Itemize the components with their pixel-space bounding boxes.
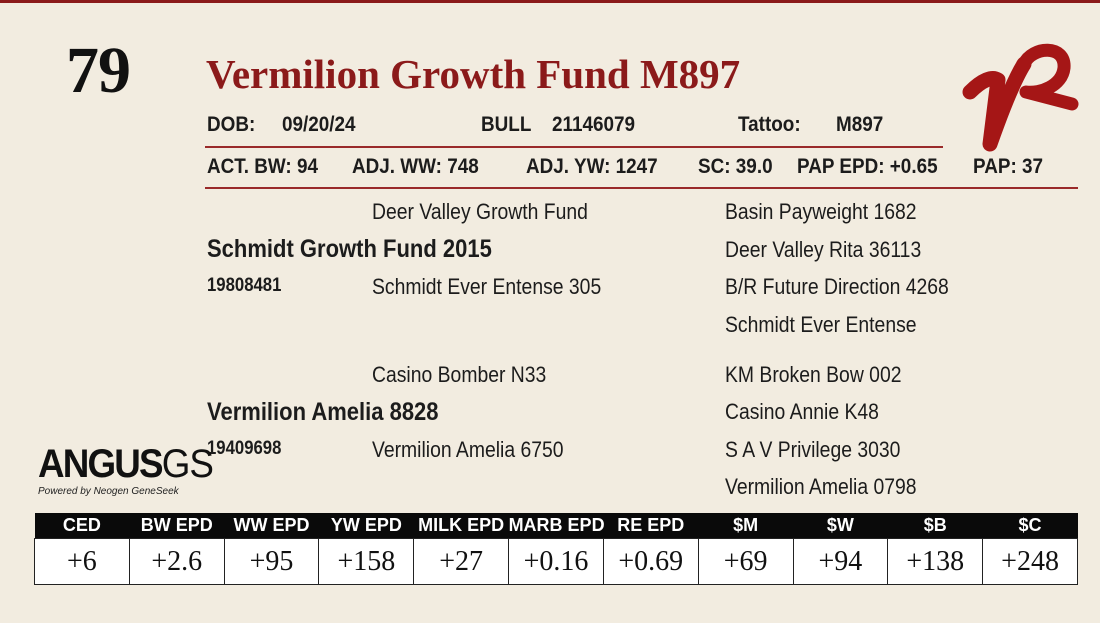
sire-ggp-1: Basin Payweight 1682 [725, 199, 917, 224]
epd-header: WW EPD [224, 513, 319, 539]
angus-gs-logo: ANGUSGS Powered by Neogen GeneSeek [38, 442, 214, 497]
epd-value: +6 [34, 538, 130, 585]
epd-header: MARB EPD [508, 513, 605, 539]
act-bw: ACT. BW: 94 [207, 155, 318, 178]
epd-header: $W [793, 513, 888, 539]
dob-value: 09/20/24 [282, 113, 356, 136]
epd-header: $C [982, 513, 1078, 539]
sire-ggp-2: Deer Valley Rita 36113 [725, 237, 922, 262]
stats-divider [205, 187, 1078, 189]
epd-value: +94 [792, 538, 889, 585]
epd-header: BW EPD [129, 513, 225, 539]
epd-header: $B [887, 513, 983, 539]
adj-yw: ADJ. YW: 1247 [526, 155, 658, 178]
sire-name: Schmidt Growth Fund 2015 [207, 235, 492, 263]
vr-brand-logo: VR [962, 43, 1079, 152]
sire-ggp-4: Schmidt Ever Entense [725, 312, 917, 337]
dam-ggp-4: Vermilion Amelia 0798 [725, 474, 917, 499]
pap: PAP: 37 [973, 155, 1044, 178]
sire-dam: Schmidt Ever Entense 305 [372, 274, 602, 299]
sire-ggp-3: B/R Future Direction 4268 [725, 274, 949, 299]
epd-header: MILK EPD [413, 513, 509, 539]
sire-sire: Deer Valley Growth Fund [372, 199, 588, 224]
epd-header: YW EPD [318, 513, 414, 539]
dam-dam: Vermilion Amelia 6750 [372, 437, 564, 462]
angus-gs-wordmark: ANGUSGS [38, 442, 214, 486]
sex-value: BULL [481, 113, 532, 136]
adj-ww: ADJ. WW: 748 [352, 155, 479, 178]
epd-value: +0.16 [508, 538, 604, 585]
tattoo-value: M897 [836, 113, 884, 136]
dam-ggp-3: S A V Privilege 3030 [725, 437, 901, 462]
angus-wordmark: ANGUS [38, 442, 164, 486]
animal-name: Vermilion Growth Fund M897 [206, 51, 741, 97]
gs-wordmark: GS [161, 442, 214, 486]
epd-value: +27 [413, 538, 510, 585]
dam-ggp-1: KM Broken Bow 002 [725, 362, 902, 387]
sire-registration: 19808481 [207, 275, 282, 296]
epd-value: +69 [697, 538, 794, 585]
registration-number: 21146079 [552, 113, 636, 136]
epd-table: CED BW EPD WW EPD YW EPD MILK EPD MARB E… [34, 513, 1078, 585]
epd-header: RE EPD [603, 513, 699, 539]
epd-value: +158 [318, 538, 415, 585]
info-divider [205, 146, 943, 148]
epd-value: +95 [223, 538, 320, 585]
epd-value: +0.69 [602, 538, 699, 585]
sc: SC: 39.0 [698, 155, 773, 178]
dob-label: DOB: [207, 113, 256, 136]
dam-registration: 19409698 [207, 438, 282, 459]
lot-number: 79 [66, 34, 131, 107]
epd-value-row: +6 +2.6 +95 +158 +27 +0.16 +0.69 +69 +94… [34, 538, 1078, 585]
angus-gs-tagline: Powered by Neogen GeneSeek [38, 486, 179, 497]
epd-value: +2.6 [128, 538, 225, 585]
dam-name: Vermilion Amelia 8828 [207, 398, 439, 426]
epd-value: +138 [887, 538, 984, 585]
dam-sire: Casino Bomber N33 [372, 362, 547, 387]
epd-value: +248 [982, 538, 1078, 585]
pap-epd: PAP EPD: +0.65 [797, 155, 938, 178]
epd-header: $M [698, 513, 793, 539]
epd-header: CED [34, 513, 130, 539]
top-border [0, 0, 1100, 3]
tattoo-label: Tattoo: [738, 113, 801, 136]
epd-header-row: CED BW EPD WW EPD YW EPD MILK EPD MARB E… [34, 513, 1078, 539]
dam-ggp-2: Casino Annie K48 [725, 399, 879, 424]
